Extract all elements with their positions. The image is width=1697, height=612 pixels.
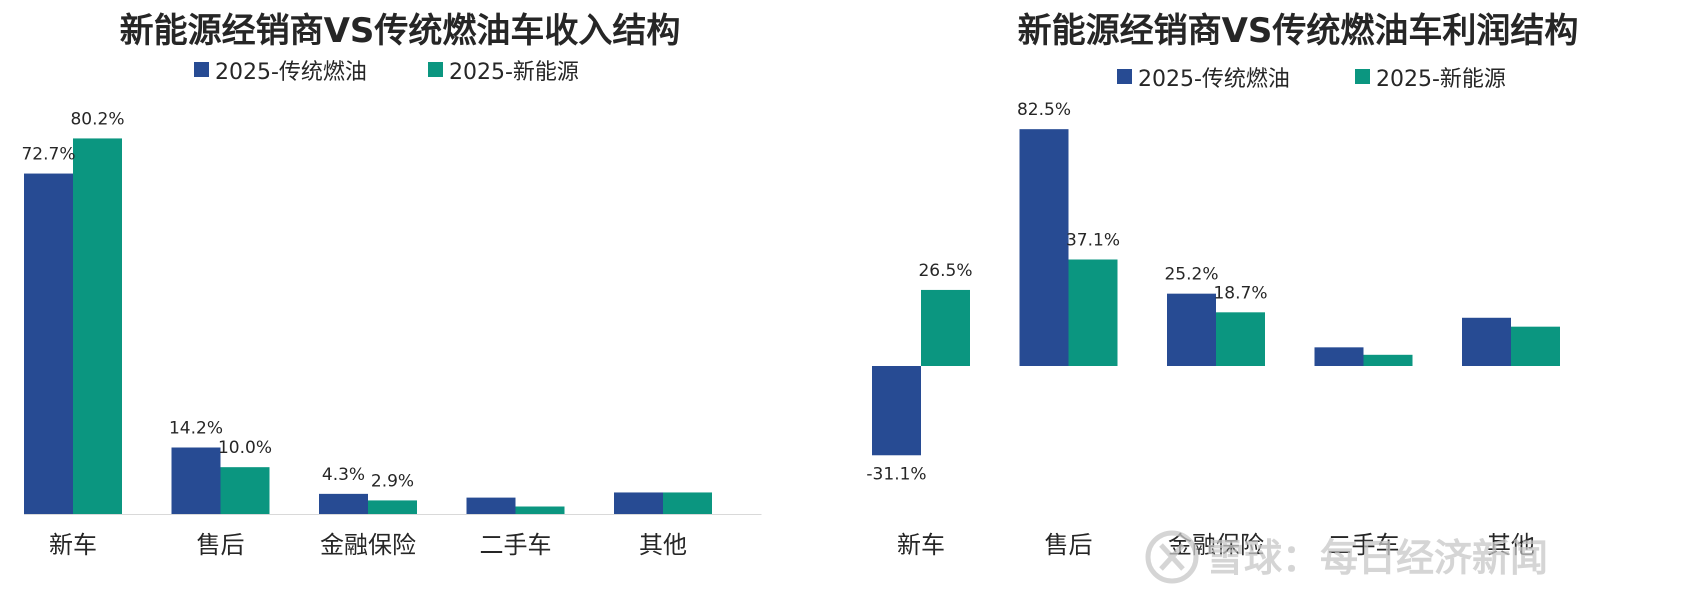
bar-traditional-1 [24, 173, 73, 515]
bar-traditional-4 [466, 497, 516, 514]
bar-nev-1 [73, 138, 122, 515]
data-label-nev-3: 2.9% [371, 471, 414, 491]
data-label-traditional-3: 25.2% [1164, 265, 1218, 285]
category-label-group: 新车 售后 金融保险 二手车 其他 [897, 531, 1535, 559]
bar-traditional-2 [171, 447, 221, 514]
bar-nev-1 [921, 289, 970, 366]
legend-label-traditional: 2025-传统燃油 [215, 60, 367, 85]
category-label-4: 二手车 [480, 531, 552, 559]
watermark-text: 雪球：每日经济新闻 [1206, 536, 1548, 580]
category-label-4: 二手车 [1328, 531, 1400, 559]
bar-traditional-3 [319, 493, 368, 514]
data-label-nev-3: 18.7% [1213, 283, 1267, 303]
bar-nev-3 [368, 500, 417, 514]
data-label-nev-1: 80.2% [70, 109, 124, 129]
bar-nev-5 [1511, 326, 1560, 366]
watermark: 雪球：每日经济新闻 [1145, 530, 1548, 584]
bar-group [24, 138, 712, 515]
legend-swatch-traditional [1117, 69, 1132, 84]
chart-title: 新能源经销商VS传统燃油车收入结构 [120, 11, 681, 51]
data-label-traditional-2: 82.5% [1017, 100, 1071, 120]
bar-nev-4 [1363, 354, 1413, 366]
profit-structure-chart: 新能源经销商VS传统燃油车利润结构 2025-传统燃油 2025-新能源 -31… [866, 11, 1579, 559]
bar-traditional-5 [614, 492, 663, 514]
category-label-5: 其他 [639, 531, 687, 559]
bar-traditional-2 [1019, 129, 1069, 366]
income-structure-chart: 新能源经销商VS传统燃油车收入结构 2025-传统燃油 2025-新能源 72.… [21, 11, 762, 559]
data-label-traditional-2: 14.2% [169, 419, 223, 439]
snowball-logo-icon [1145, 530, 1199, 584]
bar-nev-2 [1068, 259, 1118, 366]
legend-swatch-nev [428, 62, 443, 77]
bar-traditional-3 [1167, 293, 1216, 366]
data-label-group: 72.7% 80.2% 14.2%10.0% 4.3% 2.9% [21, 109, 414, 491]
category-label-5: 其他 [1487, 531, 1535, 559]
bar-nev-3 [1216, 312, 1265, 366]
data-label-nev-1: 26.5% [918, 261, 972, 281]
bar-traditional-5 [1462, 317, 1511, 366]
data-label-traditional-1: 72.7% [21, 145, 75, 165]
legend: 2025-传统燃油 2025-新能源 [194, 60, 579, 85]
legend-label-nev: 2025-新能源 [449, 60, 579, 85]
data-label-traditional-3: 4.3% [322, 465, 365, 485]
category-label-2: 售后 [197, 531, 245, 559]
data-label-group: -31.1% 26.5% 82.5% 37.1% 25.2%18.7% [866, 100, 1267, 484]
category-label-1: 新车 [49, 531, 97, 559]
data-label-nev-2: 37.1% [1066, 231, 1120, 251]
legend-swatch-nev [1355, 69, 1370, 84]
legend-label-nev: 2025-新能源 [1376, 67, 1506, 92]
chart-title: 新能源经销商VS传统燃油车利润结构 [1018, 11, 1579, 51]
legend: 2025-传统燃油 2025-新能源 [1117, 67, 1506, 92]
bar-traditional-4 [1314, 347, 1364, 366]
bar-nev-4 [515, 506, 565, 514]
category-label-1: 新车 [897, 531, 945, 559]
category-label-2: 售后 [1045, 531, 1093, 559]
bar-group [872, 129, 1560, 456]
data-label-traditional-1: -31.1% [866, 464, 926, 484]
legend-label-traditional: 2025-传统燃油 [1138, 67, 1290, 92]
bar-traditional-1 [872, 366, 921, 456]
legend-swatch-traditional [194, 62, 209, 77]
category-label-group: 新车 售后 金融保险 二手车 其他 [49, 531, 687, 559]
category-label-3: 金融保险 [320, 531, 416, 559]
data-label-nev-2: 10.0% [218, 438, 272, 458]
bar-nev-5 [663, 492, 712, 514]
bar-nev-2 [220, 467, 270, 514]
